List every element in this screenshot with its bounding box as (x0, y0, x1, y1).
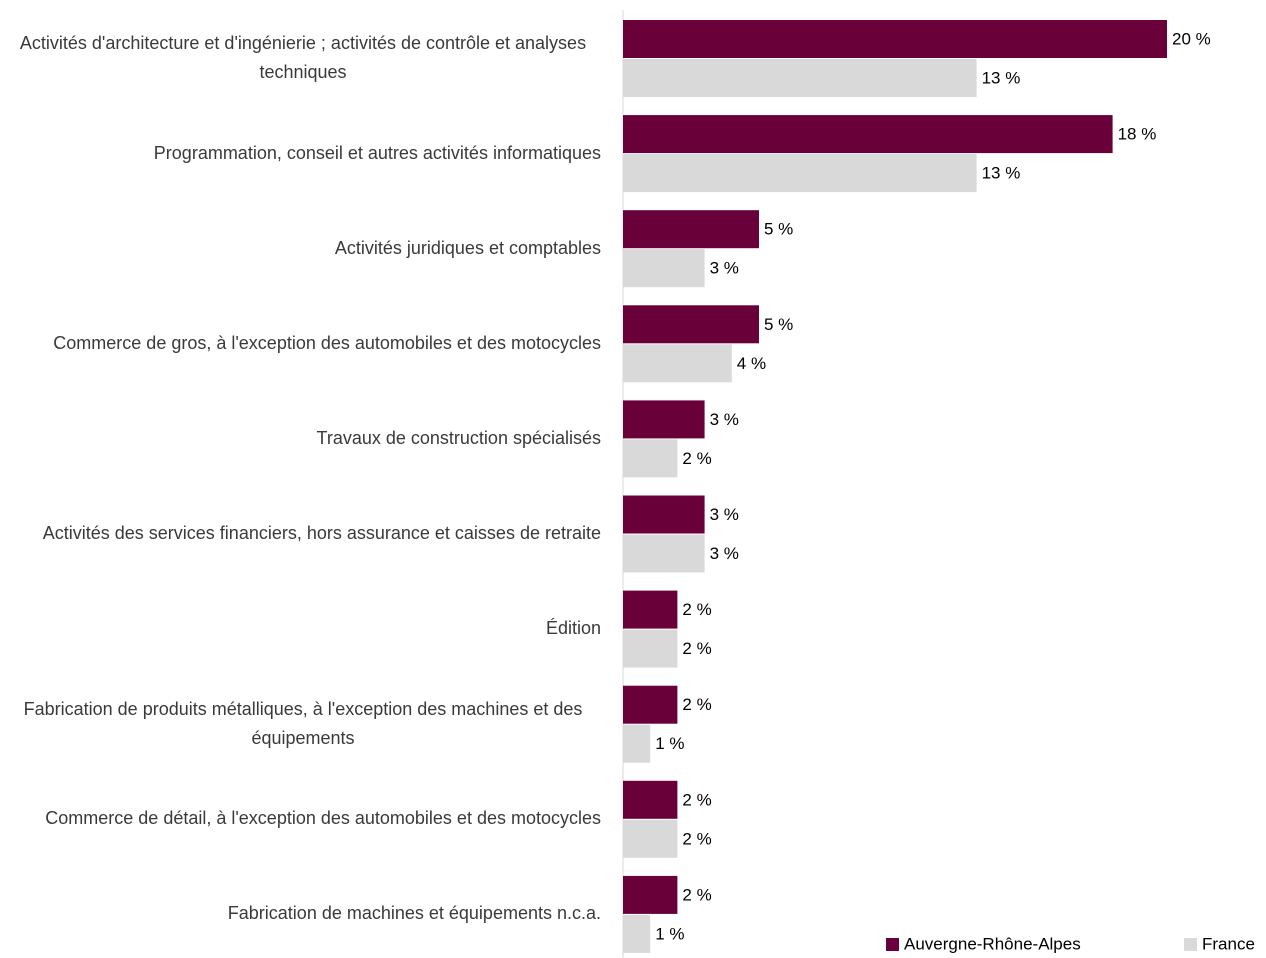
bar (623, 344, 732, 383)
bar (623, 590, 678, 629)
value-label: 4 % (737, 354, 766, 373)
bar (623, 20, 1167, 58)
value-label: 18 % (1118, 125, 1157, 144)
category-label-box: Édition (546, 591, 601, 667)
legend-swatch (1184, 938, 1197, 951)
value-label: 3 % (710, 259, 739, 278)
value-label: 3 % (710, 544, 739, 563)
value-label: 5 % (764, 220, 793, 239)
legend-swatch (886, 938, 899, 951)
value-label: 5 % (764, 315, 793, 334)
bar (623, 249, 705, 288)
bar (623, 819, 678, 858)
bar (623, 780, 678, 819)
value-label: 2 % (682, 695, 711, 714)
category-label: Activités juridiques et comptables (334, 237, 601, 258)
value-label: 3 % (710, 410, 739, 429)
category-label: Fabrication de produits métalliques, à l… (23, 698, 583, 748)
category-label: Activités des services financiers, hors … (42, 523, 601, 543)
bar (623, 210, 759, 249)
category-label: Commerce de détail, à l'exception des au… (45, 808, 601, 829)
bar (623, 439, 678, 478)
bar (623, 875, 678, 914)
category-label-box: Fabrication de machines et équipements n… (228, 876, 601, 952)
legend-label: Auvergne-Rhône-Alpes (904, 934, 1081, 953)
bar (623, 115, 1113, 154)
category-label: Commerce de gros, à l'exception des auto… (53, 332, 601, 353)
category-label-box: Commerce de gros, à l'exception des auto… (53, 305, 601, 381)
bar (623, 59, 977, 97)
category-label-box: Programmation, conseil et autres activit… (154, 115, 601, 191)
category-label-box: Activités juridiques et comptables (335, 210, 601, 286)
value-label: 2 % (682, 885, 711, 904)
value-label: 2 % (682, 449, 711, 468)
value-label: 2 % (682, 790, 711, 809)
value-label: 2 % (682, 639, 711, 658)
bar (623, 400, 705, 439)
category-label: Fabrication de machines et équipements n… (227, 903, 601, 924)
category-label-box: Activités d'architecture et d'ingénierie… (5, 20, 601, 96)
category-label-box: Activités des services financiers, hors … (43, 496, 601, 572)
category-label-box: Commerce de détail, à l'exception des au… (45, 781, 601, 857)
category-label: Programmation, conseil et autres activit… (153, 142, 601, 163)
value-label: 20 % (1172, 29, 1211, 48)
value-label: 2 % (682, 600, 711, 619)
value-label: 2 % (682, 829, 711, 848)
category-label: Travaux de construction spécialisés (316, 427, 601, 448)
category-label-box: Fabrication de produits métalliques, à l… (5, 686, 601, 762)
bar (623, 154, 977, 193)
value-label: 1 % (655, 734, 684, 753)
value-label: 13 % (982, 164, 1021, 183)
bar (623, 914, 651, 953)
bar (623, 305, 759, 344)
bar (623, 629, 678, 668)
category-label: Activités d'architecture et d'ingénierie… (19, 33, 587, 82)
value-label: 13 % (982, 68, 1021, 87)
value-label: 1 % (655, 924, 684, 943)
bar (623, 534, 705, 573)
bar (623, 724, 651, 763)
bar (623, 685, 678, 724)
value-label: 3 % (710, 505, 739, 524)
category-label: Édition (545, 618, 601, 639)
bar (623, 495, 705, 534)
category-label-box: Travaux de construction spécialisés (317, 400, 601, 476)
legend-label: France (1202, 934, 1255, 953)
